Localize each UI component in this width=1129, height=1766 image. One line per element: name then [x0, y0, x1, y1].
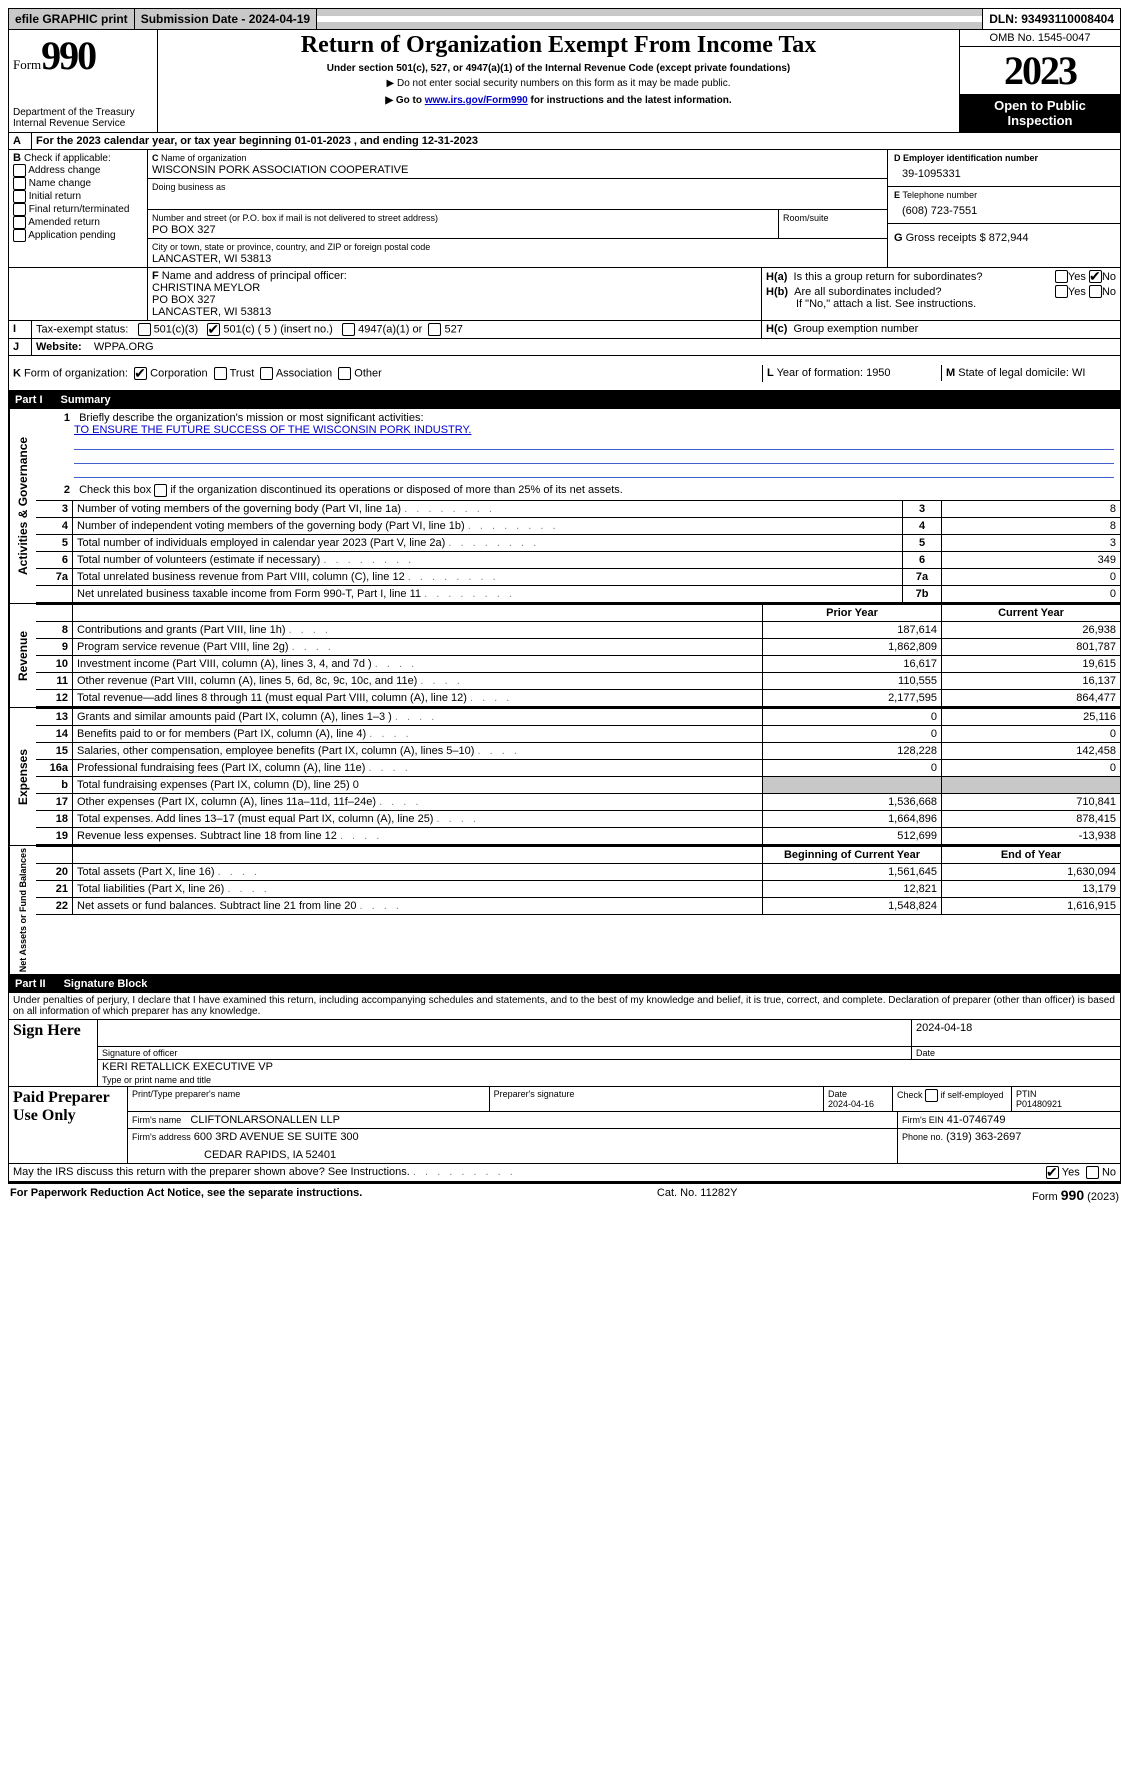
i-4947[interactable] — [342, 323, 355, 336]
k-corp[interactable] — [134, 367, 147, 380]
street: PO BOX 327 — [152, 224, 216, 236]
open-inspection: Open to Public Inspection — [960, 94, 1120, 132]
website: WPPA.ORG — [94, 341, 154, 353]
ein: 39-1095331 — [894, 164, 1114, 184]
paid-preparer: Paid Preparer Use Only Print/Type prepar… — [8, 1087, 1121, 1164]
form-990-label: Form990 — [13, 32, 153, 79]
ptin: P01480921 — [1016, 1099, 1062, 1109]
k-assoc[interactable] — [260, 367, 273, 380]
b-check-item[interactable]: Initial return — [13, 190, 143, 203]
b-check-item[interactable]: Application pending — [13, 229, 143, 242]
subtitle-3: ▶ Go to www.irs.gov/Form990 for instruct… — [162, 95, 955, 106]
submission-date: Submission Date - 2024-04-19 — [135, 9, 317, 29]
phone: (608) 723-7551 — [894, 201, 1114, 221]
officer-sig: KERI RETALLICK EXECUTIVE VP — [98, 1060, 1120, 1074]
part-i-header: Part ISummary — [8, 391, 1121, 409]
gross-receipts: 872,944 — [989, 232, 1029, 244]
irs: Internal Revenue Service — [13, 118, 153, 129]
dln: DLN: 93493110008404 — [982, 9, 1120, 29]
ha-yes[interactable] — [1055, 270, 1068, 283]
discuss-yes[interactable] — [1046, 1166, 1059, 1179]
footer: For Paperwork Reduction Act Notice, see … — [8, 1182, 1121, 1206]
topbar: efile GRAPHIC print Submission Date - 20… — [8, 8, 1121, 30]
bcd-block: B Check if applicable: Address change Na… — [8, 150, 1121, 268]
hb-yes[interactable] — [1055, 285, 1068, 298]
line2-check[interactable] — [154, 484, 167, 497]
tax-year: 2023 — [960, 47, 1120, 94]
ha-no[interactable] — [1089, 270, 1102, 283]
revenue-section: Revenue Prior YearCurrent Year 8Contribu… — [8, 604, 1121, 708]
line-a: A For the 2023 calendar year, or tax yea… — [8, 133, 1121, 150]
dept-treasury: Department of the Treasury — [13, 107, 153, 118]
form-header: Form990 Department of the Treasury Inter… — [8, 30, 1121, 133]
k-other[interactable] — [338, 367, 351, 380]
part-ii-header: Part IISignature Block — [8, 975, 1121, 993]
i-501c[interactable] — [207, 323, 220, 336]
i-527[interactable] — [428, 323, 441, 336]
b-check-item[interactable]: Name change — [13, 177, 143, 190]
b-check-item[interactable]: Final return/terminated — [13, 203, 143, 216]
officer-name: CHRISTINA MEYLOR — [152, 282, 260, 294]
self-emp-check[interactable] — [925, 1089, 938, 1102]
hb-no[interactable] — [1089, 285, 1102, 298]
line-i: I Tax-exempt status: 501(c)(3) 501(c) ( … — [8, 321, 1121, 339]
efile-label[interactable]: efile GRAPHIC print — [9, 9, 135, 29]
discuss-row: May the IRS discuss this return with the… — [8, 1164, 1121, 1182]
irs-link[interactable]: www.irs.gov/Form990 — [425, 95, 528, 106]
subtitle-1: Under section 501(c), 527, or 4947(a)(1)… — [162, 63, 955, 74]
omb-number: OMB No. 1545-0047 — [960, 30, 1120, 47]
b-check-item[interactable]: Address change — [13, 164, 143, 177]
firm-name: CLIFTONLARSONALLEN LLP — [190, 1114, 340, 1126]
i-501c3[interactable] — [138, 323, 151, 336]
perjury: Under penalties of perjury, I declare th… — [8, 993, 1121, 1020]
org-name: WISCONSIN PORK ASSOCIATION COOPERATIVE — [152, 164, 408, 176]
mission[interactable]: TO ENSURE THE FUTURE SUCCESS OF THE WISC… — [74, 424, 471, 436]
line-klm: K Form of organization: Corporation Trus… — [8, 356, 1121, 391]
fh-block: F Name and address of principal officer:… — [8, 268, 1121, 321]
activities-governance: Activities & Governance 1 Briefly descri… — [8, 409, 1121, 604]
city: LANCASTER, WI 53813 — [152, 253, 271, 265]
k-trust[interactable] — [214, 367, 227, 380]
expenses-section: Expenses 13Grants and similar amounts pa… — [8, 708, 1121, 846]
firm-ein: 41-0746749 — [947, 1114, 1006, 1126]
firm-phone: (319) 363-2697 — [946, 1131, 1021, 1143]
net-assets-section: Net Assets or Fund Balances Beginning of… — [8, 846, 1121, 975]
form-title: Return of Organization Exempt From Incom… — [162, 32, 955, 59]
subtitle-2: ▶ Do not enter social security numbers o… — [162, 78, 955, 89]
sign-here: Sign Here 2024-04-18 Signature of office… — [8, 1020, 1121, 1087]
line-j: J Website: WPPA.ORG — [8, 339, 1121, 356]
discuss-no[interactable] — [1086, 1166, 1099, 1179]
b-check-item[interactable]: Amended return — [13, 216, 143, 229]
